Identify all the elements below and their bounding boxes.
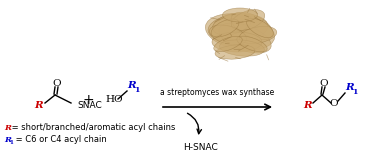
Text: R: R xyxy=(35,100,43,110)
FancyArrowPatch shape xyxy=(187,113,201,134)
Ellipse shape xyxy=(212,32,262,52)
Ellipse shape xyxy=(209,25,246,45)
Text: 1: 1 xyxy=(9,141,13,146)
Ellipse shape xyxy=(231,12,273,40)
Text: O: O xyxy=(320,78,328,88)
Text: R: R xyxy=(127,81,136,90)
Ellipse shape xyxy=(211,19,239,37)
Text: +: + xyxy=(82,93,94,107)
Ellipse shape xyxy=(215,45,255,59)
Text: = C6 or C4 acyl chain: = C6 or C4 acyl chain xyxy=(13,136,107,144)
Text: HO: HO xyxy=(105,95,122,105)
Text: R: R xyxy=(345,83,354,93)
Text: = short/branched/aromatic acyl chains: = short/branched/aromatic acyl chains xyxy=(9,124,175,132)
Text: a streptomyces wax synthase: a streptomyces wax synthase xyxy=(160,88,274,97)
Ellipse shape xyxy=(212,13,251,35)
Ellipse shape xyxy=(205,14,274,50)
Text: 1: 1 xyxy=(352,88,357,96)
Text: H-SNAC: H-SNAC xyxy=(183,144,217,153)
Ellipse shape xyxy=(219,23,271,53)
Ellipse shape xyxy=(237,36,267,52)
Ellipse shape xyxy=(239,27,277,44)
Text: 1: 1 xyxy=(134,86,139,94)
Ellipse shape xyxy=(220,40,265,56)
Text: O: O xyxy=(330,100,338,109)
Ellipse shape xyxy=(223,8,257,22)
Ellipse shape xyxy=(231,10,265,30)
Text: R: R xyxy=(304,100,312,110)
Ellipse shape xyxy=(214,36,242,52)
Ellipse shape xyxy=(246,18,273,38)
Ellipse shape xyxy=(208,14,268,42)
Text: SNAC: SNAC xyxy=(77,100,102,110)
Text: O: O xyxy=(53,78,61,88)
Text: R: R xyxy=(4,136,11,144)
Text: R: R xyxy=(4,124,11,132)
